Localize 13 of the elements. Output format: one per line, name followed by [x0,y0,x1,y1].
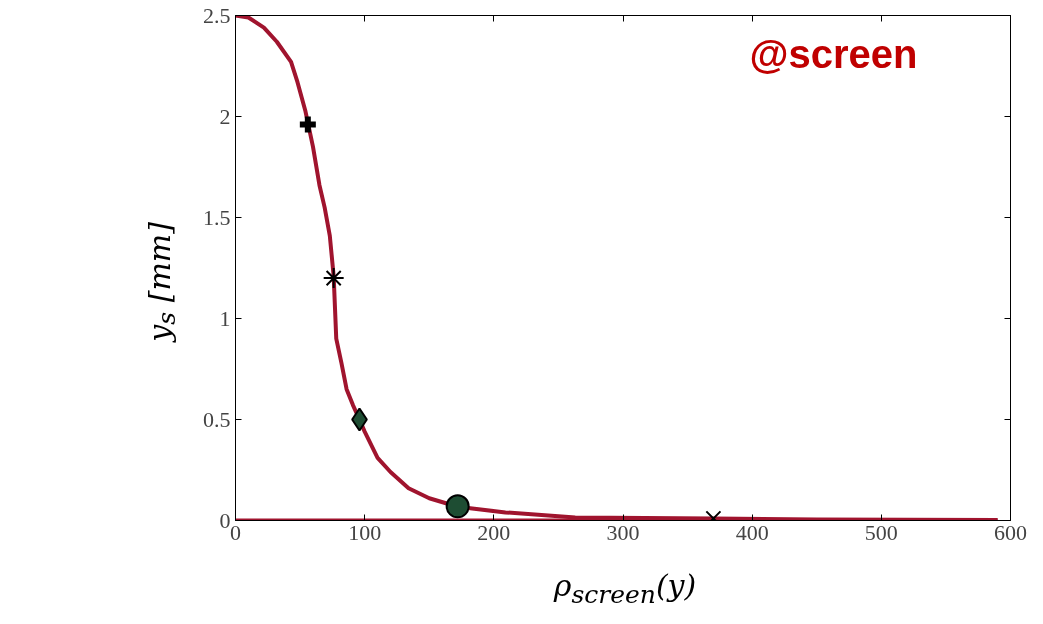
x-tick-label: 200 [477,519,511,545]
y-tick-label: 2 [219,103,231,129]
y-tick-label: 1.5 [203,204,231,230]
y-tick-label: 1 [219,305,231,331]
x-tick-label: 400 [735,519,769,545]
x-tick-label: 600 [994,519,1027,545]
x-tick-label: 300 [606,519,640,545]
x-axis-title: ρ$_{screen}$(y) [553,567,697,611]
y-tick-label: 0.5 [203,406,231,432]
x-tick-label: 100 [348,519,382,545]
annotation: @screen [749,32,918,77]
x-tick-label: 500 [864,519,898,545]
y-tick-label: 2.5 [203,2,231,28]
